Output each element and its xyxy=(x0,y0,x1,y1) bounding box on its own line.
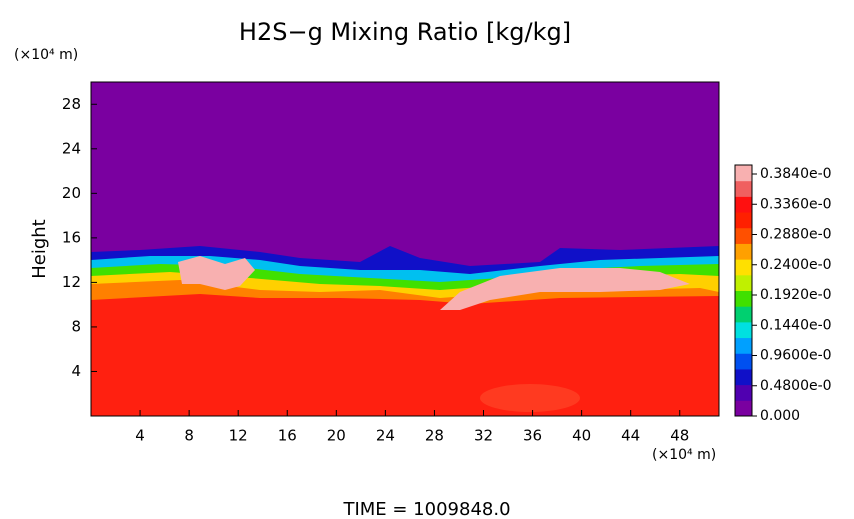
field-blob xyxy=(480,384,580,412)
colorbar-label: 0.4800e-0 xyxy=(760,378,832,394)
colorbar-label: 0.9600e-0 xyxy=(760,348,832,364)
y-tick-label: 4 xyxy=(71,362,81,380)
colorbar-segment xyxy=(735,274,752,291)
x-tick-label: 8 xyxy=(184,427,194,445)
x-tick-label: 12 xyxy=(229,427,248,445)
colorbar-segment xyxy=(735,196,752,213)
colorbar-label: 0.1440e-0 xyxy=(760,317,832,333)
field xyxy=(91,82,719,416)
colorbar-label: 0.1920e-0 xyxy=(760,287,832,303)
x-tick-label: 28 xyxy=(425,427,444,445)
colorbar-segment xyxy=(735,368,752,386)
colorbar-segment xyxy=(735,227,752,244)
colorbar-segment xyxy=(735,306,752,323)
colorbar-label: 0.2400e-0 xyxy=(760,257,832,273)
colorbar-segment xyxy=(735,259,752,276)
colorbar-segment xyxy=(735,384,752,401)
colorbar-label: 0.3840e-0 xyxy=(760,166,832,182)
x-tick-label: 24 xyxy=(376,427,395,445)
x-unit: (×10⁴ m) xyxy=(652,447,716,463)
y-unit: (×10⁴ m) xyxy=(14,47,78,63)
chart-title: H2S−g Mixing Ratio [kg/kg] xyxy=(239,18,571,46)
colorbar-segment xyxy=(735,321,752,339)
colorbar-segment xyxy=(735,337,752,354)
colorbar-label: 0.000 xyxy=(760,408,800,424)
x-tick-label: 48 xyxy=(670,427,689,445)
colorbar-segment xyxy=(735,290,752,307)
field-band xyxy=(91,294,719,416)
x-tick-label: 44 xyxy=(621,427,640,445)
x-tick-label: 32 xyxy=(474,427,493,445)
colorbar-segment xyxy=(735,353,752,370)
field-blob xyxy=(178,256,255,290)
x-tick-label: 4 xyxy=(135,427,145,445)
plot-frame xyxy=(90,81,720,417)
y-tick-label: 16 xyxy=(62,228,81,246)
colorbar-frame xyxy=(734,164,753,417)
colorbar-segment xyxy=(735,165,752,182)
x-tick-label: 36 xyxy=(523,427,542,445)
footer: TIME = 1009848.0 xyxy=(342,499,510,519)
field-blob xyxy=(440,268,690,310)
y-tick-label: 12 xyxy=(62,273,81,291)
x-tick-label: 16 xyxy=(278,427,297,445)
y-tick-label: 20 xyxy=(62,184,81,202)
y-label: Height xyxy=(29,219,50,279)
colorbar-segment xyxy=(735,180,752,197)
y-tick-label: 24 xyxy=(62,139,81,157)
colorbar-segment xyxy=(735,400,752,417)
x-tick-label: 40 xyxy=(572,427,591,445)
colorbar-label: 0.2880e-0 xyxy=(760,227,832,243)
colorbar-label: 0.3360e-0 xyxy=(760,196,832,212)
x-tick-label: 20 xyxy=(327,427,346,445)
y-tick-label: 28 xyxy=(62,95,81,113)
colorbar-segment xyxy=(735,243,752,260)
y-tick-label: 8 xyxy=(71,317,81,335)
colorbar-segment xyxy=(735,212,752,229)
